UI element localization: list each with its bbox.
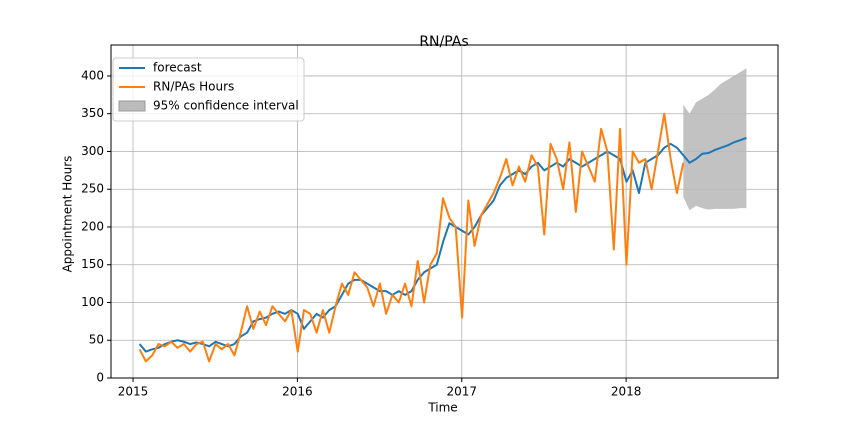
legend-label: forecast bbox=[153, 61, 202, 75]
y-axis-label: Appointment Hours bbox=[61, 156, 75, 273]
y-tick-label: 400 bbox=[81, 68, 104, 82]
y-tick-label: 50 bbox=[89, 333, 104, 347]
legend-label: 95% confidence interval bbox=[153, 99, 299, 113]
x-tick-label: 2018 bbox=[611, 385, 642, 399]
y-tick-label: 300 bbox=[81, 144, 104, 158]
y-tick-label: 350 bbox=[81, 106, 104, 120]
confidence-band bbox=[683, 68, 747, 211]
y-tick-label: 250 bbox=[81, 182, 104, 196]
legend-box bbox=[112, 57, 305, 122]
series-line bbox=[138, 112, 685, 363]
y-tick-label: 200 bbox=[81, 219, 104, 233]
y-tick-label: 100 bbox=[81, 295, 104, 309]
x-axis-label: Time bbox=[427, 401, 457, 415]
axes-frame bbox=[110, 44, 779, 379]
x-tick-label: 2016 bbox=[282, 385, 313, 399]
y-tick-label: 0 bbox=[96, 371, 104, 385]
y-tick-label: 150 bbox=[81, 257, 104, 271]
chart-title: RN/PAs bbox=[419, 34, 468, 50]
legend-label: RN/PAs Hours bbox=[153, 80, 234, 94]
legend-swatch bbox=[118, 100, 146, 112]
x-tick-label: 2017 bbox=[446, 385, 477, 399]
x-tick-label: 2015 bbox=[118, 385, 149, 399]
